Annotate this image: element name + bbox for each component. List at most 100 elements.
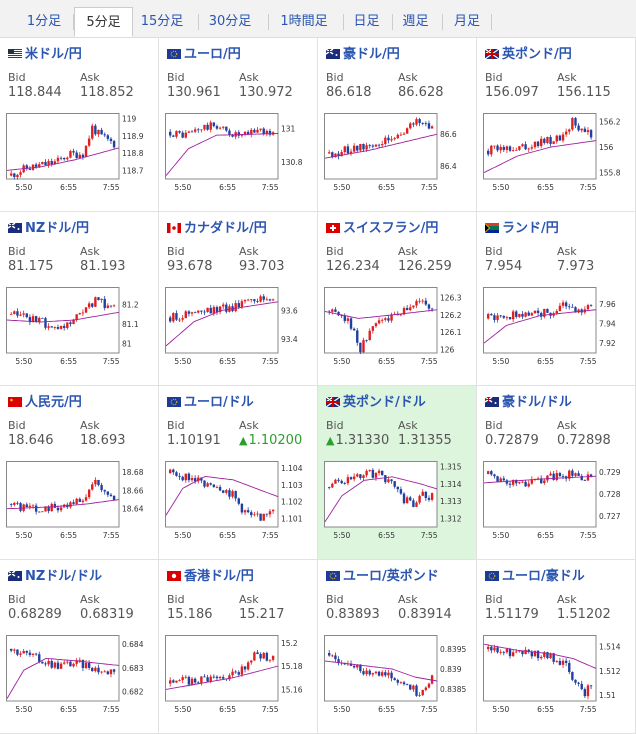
tab-separator <box>392 14 393 30</box>
candle-body <box>268 299 272 301</box>
pair-name[interactable]: 豪ドル/ドル <box>502 395 572 410</box>
candle-body <box>340 315 343 317</box>
candle-body <box>328 311 331 313</box>
pair-name[interactable]: ユーロ/豪ドル <box>502 569 585 584</box>
mini-chart[interactable]: 86.6 86.4 5:50 6:55 7:55 <box>324 113 471 193</box>
candle-body <box>362 340 365 353</box>
candle-body <box>41 317 44 319</box>
pair-link[interactable]: NZドル/円 <box>8 220 89 238</box>
mini-chart[interactable]: 131 130.8 5:50 6:55 7:55 <box>165 113 312 193</box>
pair-link[interactable]: ユーロ/円 <box>167 46 241 64</box>
candle-body <box>212 484 216 488</box>
tab-2[interactable]: 15分足 <box>140 14 184 29</box>
candle-body <box>377 470 381 473</box>
pair-name[interactable]: NZドル/円 <box>25 221 90 236</box>
mini-chart[interactable]: 93.6 93.4 5:50 6:55 7:55 <box>165 287 312 367</box>
mini-chart[interactable]: 156.2 156 155.8 5:50 6:55 7:55 <box>483 113 630 193</box>
pair-name[interactable]: 米ドル/円 <box>25 47 82 62</box>
pair-link[interactable]: 英ポンド/円 <box>485 46 572 64</box>
pair-link[interactable]: ユーロ/豪ドル <box>485 568 585 586</box>
pair-name[interactable]: 香港ドル/円 <box>184 569 254 584</box>
mini-chart[interactable]: 1.514 1.512 1.51 5:50 6:55 7:55 <box>483 635 630 715</box>
rate-card[interactable]: ユーロ/円 Bid Ask 130.961 130.972 131 130.8 5:50 6:5… <box>159 38 318 212</box>
ask-value: 130.972 <box>239 85 293 100</box>
tab-4[interactable]: 1時間足 <box>280 14 328 29</box>
rate-card[interactable]: 英ポンド/ドル Bid Ask ▲1.31330 1.31355 1.315 1.314 1.… <box>318 386 477 560</box>
mini-chart[interactable]: 1.104 1.103 1.102 1.101 5:50 6:55 7:55 <box>165 461 312 541</box>
rate-card[interactable]: 豪ドル/円 Bid Ask 86.618 86.628 86.6 86.4 5:50 6:55 7… <box>318 38 477 212</box>
candle-body <box>91 125 94 139</box>
pair-name[interactable]: ランド/円 <box>502 221 559 236</box>
pair-link[interactable]: 豪ドル/ドル <box>485 394 572 412</box>
pair-name[interactable]: 豪ドル/円 <box>343 47 400 62</box>
tab-0[interactable]: 1分足 <box>26 14 62 29</box>
candle-body <box>384 137 387 144</box>
pair-link[interactable]: ユーロ/英ポンド <box>326 568 439 586</box>
pair-link[interactable]: ランド/円 <box>485 220 559 238</box>
pair-name[interactable]: ユーロ/ドル <box>184 395 254 410</box>
rate-card[interactable]: カナダドル/円 Bid Ask 93.678 93.703 93.6 93.4 5:50 6:5… <box>159 212 318 386</box>
tab-7[interactable]: 月足 <box>453 14 480 29</box>
rate-card[interactable]: ユーロ/ドル Bid Ask 1.10191 ▲1.10200 1.104 1.103 1.1… <box>159 386 318 560</box>
pair-link[interactable]: 香港ドル/円 <box>167 568 254 586</box>
rate-card[interactable]: 豪ドル/ドル Bid Ask 0.72879 0.72898 0.729 0.728 0.72… <box>477 386 636 560</box>
pair-link[interactable]: 人民元/円 <box>8 394 82 412</box>
rate-card[interactable]: NZドル/円 Bid Ask 81.175 81.193 81.2 81.1 81 5:50 6:… <box>0 212 159 386</box>
candle-body <box>374 472 378 478</box>
rate-card[interactable]: 米ドル/円 Bid Ask 118.844 118.852 119 118.9 118.8 11… <box>0 38 159 212</box>
tab-6[interactable]: 週足 <box>402 14 429 29</box>
rate-card[interactable]: ユーロ/豪ドル Bid Ask 1.51179 1.51202 1.514 1.512 1.5… <box>477 560 636 734</box>
pair-link[interactable]: 英ポンド/ドル <box>326 394 426 412</box>
mini-chart[interactable]: 1.315 1.314 1.313 1.312 5:50 6:55 7:55 <box>324 461 471 541</box>
rate-card[interactable]: 英ポンド/円 Bid Ask 156.097 156.115 156.2 156 155.8 5… <box>477 38 636 212</box>
tab-1[interactable]: 5分足 <box>74 7 133 37</box>
pair-link[interactable]: ユーロ/ドル <box>167 394 254 412</box>
plot-frame <box>483 461 597 528</box>
plot-frame <box>483 113 597 180</box>
candle-body <box>374 323 378 327</box>
mini-chart[interactable]: 0.684 0.683 0.682 5:50 6:55 7:55 <box>6 635 153 715</box>
rate-card[interactable]: ランド/円 Bid Ask 7.954 7.973 7.96 7.94 7.92 5:50 6:5… <box>477 212 636 386</box>
candle-body <box>421 300 424 302</box>
pair-name[interactable]: NZドル/ドル <box>25 569 103 584</box>
pair-link[interactable]: 米ドル/円 <box>8 46 82 64</box>
pair-name[interactable]: 英ポンド/円 <box>502 47 572 62</box>
candle-body <box>540 656 543 659</box>
pair-name[interactable]: 人民元/円 <box>25 395 82 410</box>
rate-card[interactable]: 香港ドル/円 Bid Ask 15.186 15.217 15.2 15.18 15.16 5:… <box>159 560 318 734</box>
y-tick-label: 0.684 <box>122 640 144 649</box>
mini-chart[interactable]: 0.8395 0.839 0.8385 5:50 6:55 7:55 <box>324 635 471 715</box>
ask-value: 156.115 <box>557 85 611 100</box>
candle-body <box>222 126 225 128</box>
candle-body <box>265 299 269 301</box>
pair-name[interactable]: ユーロ/英ポンド <box>343 569 439 584</box>
candle-body <box>346 477 350 484</box>
rate-card[interactable]: 人民元/円 Bid Ask 18.646 18.693 18.68 18.66 18.64 5:… <box>0 386 159 560</box>
candle-body <box>206 483 209 487</box>
pair-link[interactable]: カナダドル/円 <box>167 220 267 238</box>
mini-chart[interactable]: 119 118.9 118.8 118.7 5:50 6:55 7:55 <box>6 113 153 193</box>
rate-card[interactable]: NZドル/ドル Bid Ask 0.68289 0.68319 0.684 0.683 0.6… <box>0 560 159 734</box>
mini-chart[interactable]: 81.2 81.1 81 5:50 6:55 7:55 <box>6 287 153 367</box>
pair-name[interactable]: スイスフラン/円 <box>343 221 439 236</box>
mini-chart[interactable]: 126.3 126.2 126.1 126 5:50 6:55 7:55 <box>324 287 471 367</box>
rate-card[interactable]: スイスフラン/円 Bid Ask 126.234 126.259 126.3 126.2 12… <box>318 212 477 386</box>
pair-name[interactable]: カナダドル/円 <box>184 221 267 236</box>
tab-3[interactable]: 30分足 <box>208 14 252 29</box>
tab-5[interactable]: 日足 <box>353 14 380 29</box>
mini-chart[interactable]: 7.96 7.94 7.92 5:50 6:55 7:55 <box>483 287 630 367</box>
mini-chart[interactable]: 18.68 18.66 18.64 5:50 6:55 7:55 <box>6 461 153 541</box>
x-tick-label: 6:55 <box>60 705 77 714</box>
pair-name[interactable]: 英ポンド/ドル <box>343 395 426 410</box>
rate-card[interactable]: ユーロ/英ポンド Bid Ask 0.83893 0.83914 0.8395 0.839 0… <box>318 560 477 734</box>
pair-link[interactable]: NZドル/ドル <box>8 568 102 586</box>
y-tick-label: 18.68 <box>122 468 144 477</box>
pair-link[interactable]: スイスフラン/円 <box>326 220 438 238</box>
mini-chart[interactable]: 15.2 15.18 15.16 5:50 6:55 7:55 <box>165 635 312 715</box>
mini-chart[interactable]: 0.729 0.728 0.727 5:50 6:55 7:55 <box>483 461 630 541</box>
pair-name[interactable]: ユーロ/円 <box>184 47 241 62</box>
pair-link[interactable]: 豪ドル/円 <box>326 46 400 64</box>
candle-body <box>19 653 22 655</box>
candle-body <box>561 476 565 477</box>
candle-body <box>218 306 222 312</box>
